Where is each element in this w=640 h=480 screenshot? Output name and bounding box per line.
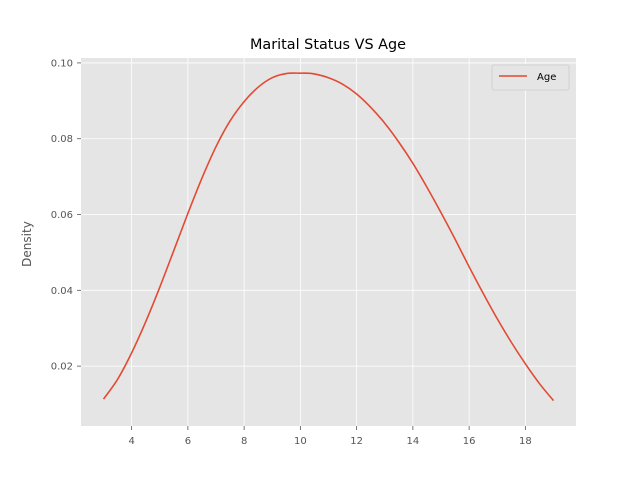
y-axis-ticks: 0.02 0.04 0.06 0.08 0.10 [51,58,81,373]
chart-title: Marital Status VS Age [250,37,406,53]
x-tick-label: 4 [128,436,134,447]
legend: Age [491,64,570,91]
y-tick-label: 0.10 [51,58,73,69]
plot-area [81,58,576,426]
x-tick-label: 18 [519,436,532,447]
y-tick-label: 0.08 [51,134,73,145]
series-line-age [102,72,555,402]
y-tick-label: 0.06 [51,210,73,221]
x-tick-label: 14 [407,436,420,447]
x-tick-label: 16 [463,436,476,447]
x-axis-ticks: 4 6 8 10 12 14 16 18 [128,426,532,447]
x-tick-label: 6 [185,436,191,447]
x-tick-label: 10 [294,436,307,447]
x-tick-label: 8 [241,436,247,447]
x-tick-label: 12 [350,436,363,447]
y-axis-label: Density [20,221,34,267]
y-tick-label: 0.02 [51,362,73,373]
legend-label-age: Age [537,72,556,83]
grid-lines [81,58,576,426]
y-tick-label: 0.04 [51,286,73,297]
legend-box [491,64,570,91]
series-group [102,72,555,402]
